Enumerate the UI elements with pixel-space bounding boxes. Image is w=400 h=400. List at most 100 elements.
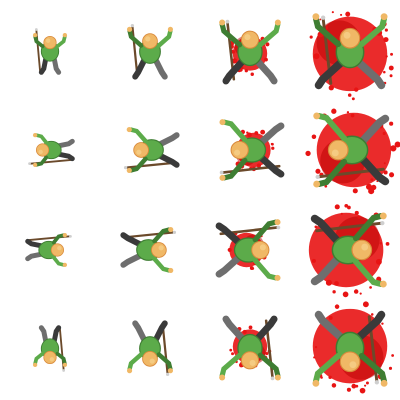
blood-drop [347,93,352,97]
head-highlight [259,244,266,251]
left-leg [351,310,386,345]
left-arm [152,227,172,244]
right-arm [33,351,45,366]
blood-drop [247,132,252,138]
sprite-direction-north-facing-frame-3-falling [219,19,281,85]
blood-drop [346,387,351,392]
left-arm [358,352,388,385]
head-highlight [343,31,351,39]
blood-drop [354,210,359,216]
blood-drop [332,290,336,294]
staff-tip [374,380,380,385]
sprite-direction-south-facing-frame-3-falling [219,315,281,381]
left-leg [251,315,278,345]
blood-drop [320,376,323,379]
left-hand [219,19,226,26]
blood-drop [364,384,367,387]
blood-drop [328,85,334,91]
left-leg [51,325,62,347]
blood-drop [390,145,397,152]
blood-drop [365,183,373,190]
blood-drop [334,281,339,286]
sprite-direction-east-facing-frame-2-hit [120,226,177,274]
right-hand [32,362,38,368]
right-hand [312,379,320,387]
blood-drop [383,37,389,43]
blood-drop [340,212,343,215]
head [35,143,50,157]
staff-tip [315,174,320,180]
blood-drop [383,170,388,175]
right-arm [128,127,148,144]
blood-drop [370,178,374,182]
blood-drop [328,375,332,380]
left-hand [126,26,133,32]
right-leg [120,251,146,268]
left-hand [312,13,320,21]
head-highlight [349,361,357,369]
head [339,351,361,373]
staff-tip [380,220,385,226]
head-highlight [149,358,155,364]
right-leg [53,138,75,149]
blood-drop [319,18,322,21]
staff-tip [320,15,326,20]
blood-drop [313,53,320,60]
blood-drop [324,184,328,188]
head-highlight [38,149,43,155]
right-leg [355,114,390,149]
right-hand [167,26,174,32]
blood-drop [265,351,269,356]
left-arm [219,21,243,48]
blood-drop [331,11,334,14]
left-arm [315,158,348,188]
blood-drop [250,72,254,76]
staff-tip [28,162,31,166]
blood-drop [331,383,337,388]
blood-drop [370,313,374,316]
blood-drop [382,131,386,136]
blood-drop [334,304,340,309]
left-leg [255,151,285,178]
sprite-direction-east-facing-frame-1-alive [25,232,72,268]
left-arm [252,219,279,243]
blood-drop [231,352,235,356]
head-highlight [145,36,151,42]
right-arm [252,257,279,281]
right-hand [168,267,174,274]
blood-drop [359,387,366,394]
staff-tip [130,23,135,28]
blood-drop [365,381,369,385]
blood-drop [328,315,333,320]
blood-drop [394,141,400,148]
blood-drop [248,325,253,330]
right-arm [315,112,348,142]
left-hand [126,167,132,174]
blood-drop [264,57,268,62]
right-arm [55,34,67,49]
blood-drop [353,289,359,294]
right-leg [222,315,249,345]
blood-drop [352,188,358,194]
staff-tip [276,225,281,230]
blood-drop [351,383,357,389]
blood-drop [309,35,313,39]
blood-drop [390,52,394,56]
left-hand [274,219,281,226]
right-hand [126,126,132,133]
blood-drop [350,113,355,118]
right-arm [219,352,243,379]
right-arm [34,133,49,145]
sprite-direction-east-facing-frame-3-falling [215,219,281,281]
blood-drop [227,247,232,252]
head-highlight [57,245,62,251]
left-hand [32,32,38,38]
blood-drop [385,55,388,58]
blood-drop [391,354,395,357]
left-arm [257,352,281,379]
right-leg [255,122,285,149]
left-leg [222,55,249,85]
head [351,239,373,261]
right-leg [251,55,278,85]
blood-drop [379,241,383,245]
